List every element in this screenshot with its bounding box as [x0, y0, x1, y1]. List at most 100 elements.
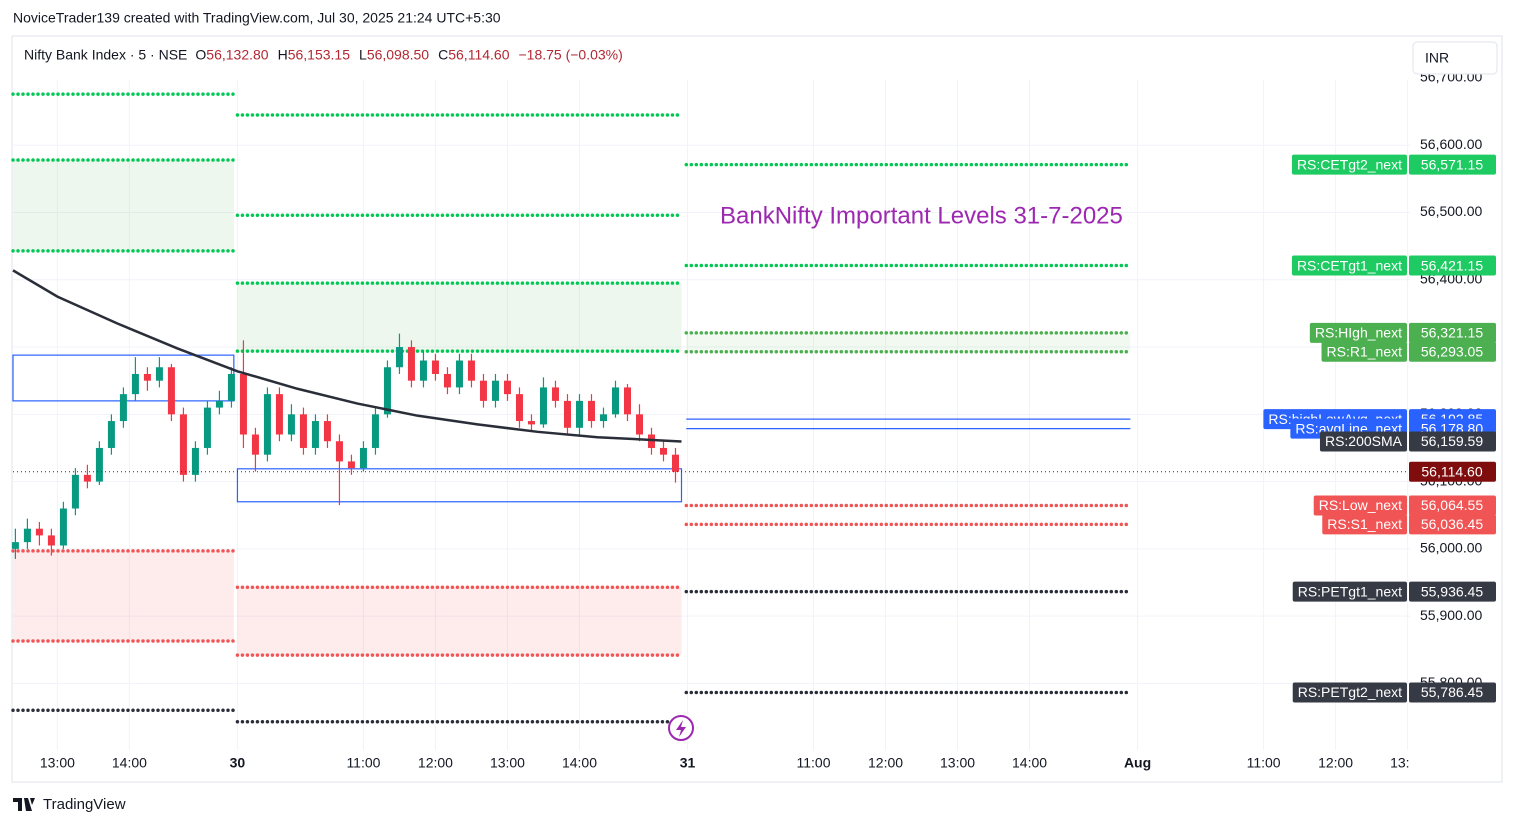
x-tick-label: 12:00 — [868, 755, 903, 771]
series-name-bg — [1319, 431, 1407, 452]
candle-body — [443, 373, 451, 388]
series-name: RS:HIgh_next — [1315, 325, 1402, 341]
candle-body — [419, 360, 427, 381]
candle-body — [35, 528, 43, 536]
legend-key: O — [195, 47, 206, 63]
candle-body — [239, 373, 247, 435]
candle-body — [167, 367, 175, 415]
candle-body — [347, 461, 355, 469]
x-tick-label: 13:00 — [40, 755, 75, 771]
price-label: 56,571.15 — [1421, 156, 1483, 172]
x-tick-label: 12:00 — [418, 755, 453, 771]
candle-body — [371, 414, 379, 448]
x-tick-label: 11:00 — [346, 755, 380, 771]
green-zone — [237, 283, 682, 352]
series-name-bg — [1292, 581, 1407, 602]
candle-body — [527, 421, 535, 425]
candle-body — [143, 373, 151, 381]
series-name-bg — [1292, 682, 1407, 703]
legend-key: C — [438, 47, 448, 63]
candle-body — [227, 373, 235, 401]
candle-body — [155, 367, 163, 381]
x-axis: 13:00 14:00 30 11:00 12:00 13:00 14:00 31 11:00 1… — [40, 755, 1410, 771]
price-label: 56,159.59 — [1421, 433, 1483, 449]
candle-body — [515, 394, 523, 422]
candle-body — [191, 447, 199, 475]
x-tick-label: 14:00 — [562, 755, 597, 771]
price-label-bg — [1409, 341, 1496, 362]
series-name: RS:Low_next — [1319, 497, 1402, 513]
candle-body — [59, 508, 67, 546]
candle-body — [299, 414, 307, 448]
series-name: RS:PETgt2_next — [1298, 684, 1402, 700]
candle-body — [395, 347, 403, 368]
series-name-bg — [1291, 255, 1407, 276]
candle-body — [503, 380, 511, 395]
x-tick-label: 12:00 — [1318, 755, 1353, 771]
candle-body — [323, 421, 331, 442]
price-label-bg — [1409, 581, 1496, 602]
candle-body — [359, 447, 367, 469]
footer-logo: TradingView — [13, 796, 126, 813]
series-name: RS:200SMA — [1325, 433, 1403, 449]
price-label: 56,064.55 — [1421, 497, 1483, 513]
price-label: 56,421.15 — [1421, 257, 1483, 273]
price-label-bg — [1409, 154, 1496, 175]
candle-body — [119, 394, 127, 422]
price-label-bg — [1409, 322, 1496, 343]
candle-body — [131, 373, 139, 395]
candle-body — [551, 387, 559, 401]
candle-body — [431, 360, 439, 374]
x-tick-label: 11:00 — [797, 755, 831, 771]
candle-body — [23, 528, 31, 543]
symbol: Nifty Bank Index · 5 · NSE — [24, 47, 187, 63]
candle-body — [671, 454, 679, 472]
price-label: 56,036.45 — [1421, 516, 1483, 532]
candle-body — [563, 400, 571, 428]
candle-body — [275, 394, 283, 435]
series-name-bg — [1322, 514, 1407, 535]
price-label: 55,786.45 — [1421, 684, 1483, 700]
candle-body — [203, 407, 211, 448]
candle-body — [311, 421, 319, 448]
price-label: 55,936.45 — [1421, 583, 1483, 599]
y-tick-label: 55,900.00 — [1420, 607, 1482, 623]
candle-body — [287, 414, 295, 435]
legend-value: 56,114.60 — [448, 47, 509, 63]
price-label-bg — [1409, 495, 1496, 516]
y-tick-label: 56,000.00 — [1420, 540, 1482, 556]
candle-body — [455, 360, 463, 388]
series-name: RS:S1_next — [1327, 516, 1402, 532]
series-name-bg — [1291, 154, 1407, 175]
x-tick-label: 30 — [230, 755, 246, 771]
x-tick-label: 14:00 — [112, 755, 147, 771]
annotation: BankNifty Important Levels 31-7-2025 — [720, 202, 1123, 229]
legend-value: 56,132.80 — [206, 47, 268, 63]
price-label: 56,293.05 — [1421, 343, 1483, 359]
x-tick-label: 13:00 — [940, 755, 975, 771]
legend-key: H — [278, 47, 288, 63]
candle-body — [11, 542, 19, 549]
x-tick-label: 14:00 — [1012, 755, 1047, 771]
candle-body — [95, 447, 103, 482]
currency: INR — [1425, 50, 1449, 66]
legend-value: 56,098.50 — [367, 47, 429, 63]
candle-body — [71, 474, 79, 509]
y-tick-label: 56,500.00 — [1420, 203, 1482, 219]
y-tick-label: 56,600.00 — [1420, 136, 1482, 152]
currency-box[interactable] — [1412, 41, 1498, 75]
sma-line — [12, 269, 682, 443]
red-zone — [13, 550, 234, 642]
credit: NoviceTrader139 created with TradingView… — [13, 10, 501, 26]
candle-body — [647, 434, 655, 448]
price-label-bg — [1409, 514, 1496, 535]
legend-key: L — [359, 47, 367, 63]
range-box — [236, 468, 683, 503]
logo-mark — [13, 798, 35, 811]
candle-body — [47, 535, 55, 546]
series-name-bg — [1321, 341, 1407, 362]
price-label: 56,321.15 — [1421, 325, 1483, 341]
candle-body — [587, 400, 595, 422]
